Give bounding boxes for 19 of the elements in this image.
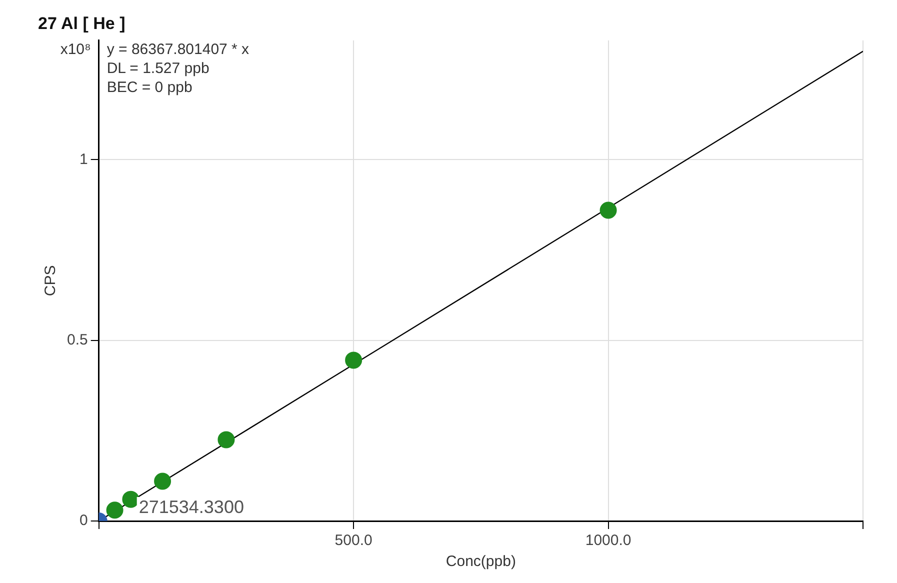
point xyxy=(600,202,617,219)
annotation: DL = 1.527 ppb xyxy=(106,60,210,78)
annotation: y = 86367.801407 * x xyxy=(106,41,250,58)
x-tick-label: 500.0 xyxy=(334,532,372,550)
y-tick-label: 0 xyxy=(80,512,88,530)
chart-title: 27 Al [ He ] xyxy=(38,14,126,33)
x-tick-label: 1000.0 xyxy=(585,532,632,550)
y-axis-title: CPS xyxy=(42,265,60,296)
y-tick-label: 0.5 xyxy=(66,331,88,348)
point xyxy=(345,352,362,369)
text: x10⁸ xyxy=(60,41,91,58)
point xyxy=(154,472,172,490)
point xyxy=(218,431,235,448)
point xyxy=(122,490,140,508)
x-axis-title: Conc(ppb) xyxy=(446,553,516,570)
annotation: BEC = 0 ppb xyxy=(106,79,192,96)
y-tick-label: 1 xyxy=(80,150,88,168)
point xyxy=(106,502,124,519)
annotation: 271534.3300 xyxy=(138,496,244,517)
